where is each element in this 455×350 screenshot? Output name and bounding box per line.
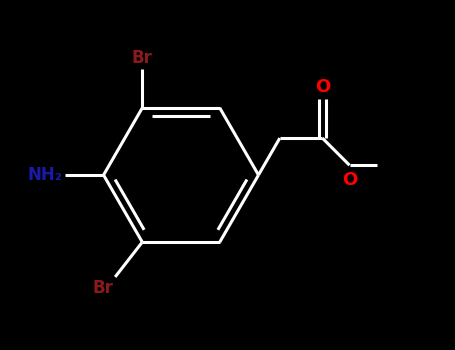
Text: O: O	[342, 171, 357, 189]
Text: NH₂: NH₂	[28, 166, 63, 184]
Text: Br: Br	[92, 279, 113, 297]
Text: O: O	[315, 78, 330, 96]
Text: Br: Br	[132, 49, 153, 67]
